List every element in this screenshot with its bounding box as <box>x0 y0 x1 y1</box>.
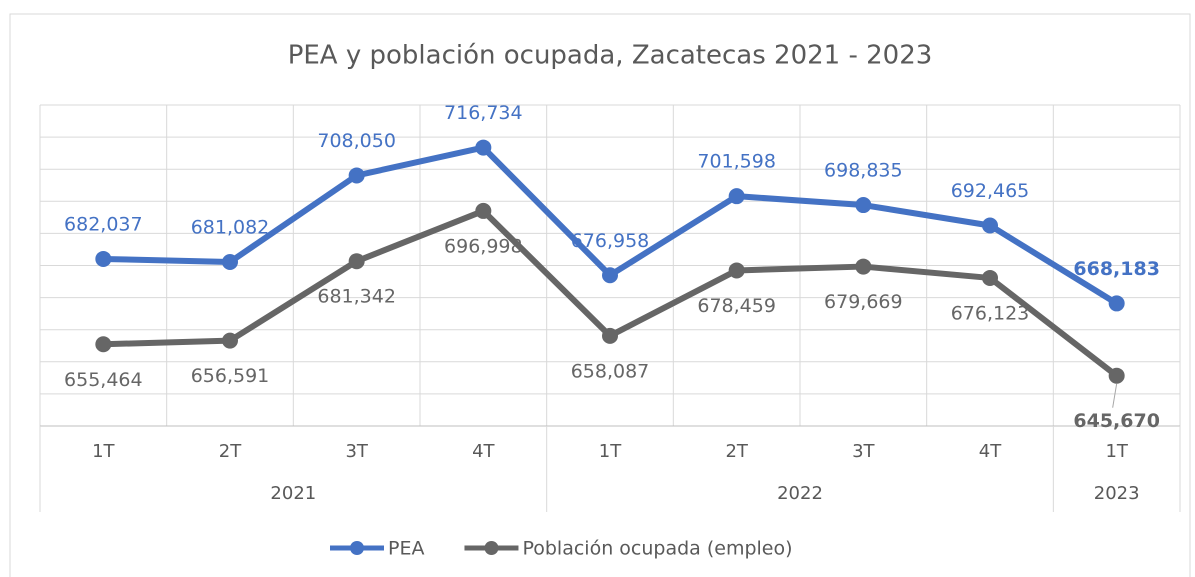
data-point <box>1108 367 1125 384</box>
data-point <box>475 202 492 219</box>
x-tick-label: 3T <box>345 441 368 462</box>
legend-label: PEA <box>388 538 424 560</box>
x-tick-label: 2T <box>219 441 242 462</box>
data-label: 716,734 <box>444 102 523 124</box>
data-point <box>475 139 492 156</box>
data-label: 708,050 <box>317 130 396 152</box>
data-point <box>602 267 618 284</box>
group-label: 2022 <box>777 483 823 504</box>
data-point <box>222 332 238 349</box>
data-label: 656,591 <box>191 365 270 387</box>
legend-marker <box>484 541 499 555</box>
data-label: 668,183 <box>1073 258 1160 280</box>
data-label: 645,670 <box>1073 410 1160 432</box>
group-label: 2023 <box>1094 483 1140 504</box>
data-label: 655,464 <box>64 369 143 391</box>
x-tick-label: 3T <box>852 441 875 462</box>
data-point <box>982 269 998 286</box>
data-point <box>348 167 365 184</box>
data-label: 676,958 <box>571 230 650 252</box>
x-tick-label: 1T <box>92 441 115 462</box>
data-point <box>855 258 872 275</box>
data-point <box>602 327 618 344</box>
x-tick-label: 1T <box>1105 441 1128 462</box>
data-point <box>95 336 112 353</box>
x-tick-label: 2T <box>725 441 748 462</box>
data-label: 696,998 <box>444 235 523 257</box>
data-point <box>348 253 365 270</box>
data-point <box>222 254 238 271</box>
data-label: 698,835 <box>824 160 903 182</box>
data-point <box>95 250 112 267</box>
group-label: 2021 <box>270 483 316 504</box>
x-tick-label: 4T <box>472 441 495 462</box>
leader-line <box>1112 383 1118 408</box>
data-point <box>1108 295 1125 312</box>
chart-title: PEA y población ocupada, Zacatecas 2021 … <box>288 41 933 71</box>
data-point <box>855 197 872 214</box>
data-label: 701,598 <box>697 151 776 173</box>
data-label: 676,123 <box>951 302 1030 324</box>
data-label: 678,459 <box>697 295 776 317</box>
x-tick-label: 1T <box>599 441 622 462</box>
legend-marker <box>350 541 364 555</box>
data-point <box>982 217 998 234</box>
data-point <box>728 188 745 205</box>
data-label: 682,037 <box>64 213 143 235</box>
data-label: 658,087 <box>571 360 650 382</box>
chart-border <box>9 13 1191 577</box>
data-point <box>728 262 745 279</box>
data-label: 681,342 <box>317 286 396 308</box>
legend-label: Población ocupada (empleo) <box>522 538 792 560</box>
x-tick-label: 4T <box>979 441 1002 462</box>
data-label: 681,082 <box>191 217 270 239</box>
data-label: 692,465 <box>951 180 1030 202</box>
data-label: 679,669 <box>824 291 903 313</box>
